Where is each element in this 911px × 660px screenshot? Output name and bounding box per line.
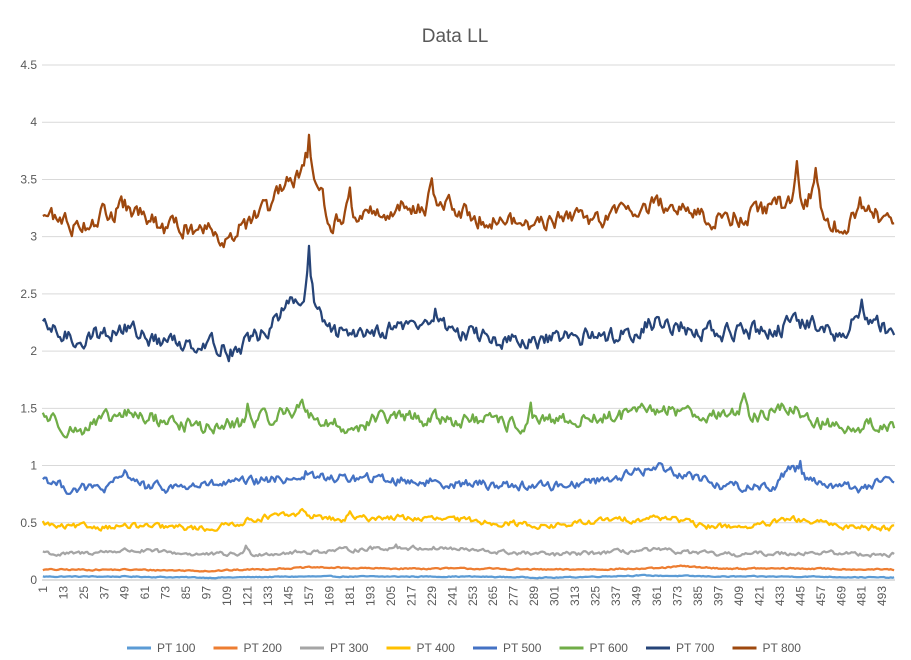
x-tick-label: 157 xyxy=(302,586,316,606)
x-tick-label: 337 xyxy=(609,586,623,606)
y-tick-label: 4 xyxy=(30,115,37,129)
x-tick-label: 385 xyxy=(691,586,705,606)
series-line-pt-100 xyxy=(42,573,895,580)
x-tick-label: 13 xyxy=(56,586,70,600)
legend-label: PT 800 xyxy=(763,641,802,655)
x-tick-label: 37 xyxy=(97,586,111,600)
y-tick-label: 0 xyxy=(30,573,37,587)
x-tick-label: 97 xyxy=(200,586,214,600)
series-line-pt-800 xyxy=(42,133,895,249)
x-tick-label: 169 xyxy=(322,586,336,606)
series-lines xyxy=(41,133,896,580)
series-line-pt-400 xyxy=(41,507,895,532)
x-tick-label: 469 xyxy=(834,586,848,606)
y-tick-label: 2.5 xyxy=(20,287,37,301)
series-line-pt-300 xyxy=(42,543,895,559)
x-tick-label: 373 xyxy=(670,586,684,606)
x-tick-label: 313 xyxy=(568,586,582,606)
x-tick-label: 301 xyxy=(548,586,562,606)
x-tick-label: 181 xyxy=(343,586,357,606)
legend-label: PT 700 xyxy=(676,641,715,655)
x-tick-label: 229 xyxy=(425,586,439,606)
x-tick-label: 133 xyxy=(261,586,275,606)
y-tick-label: 3 xyxy=(30,230,37,244)
x-tick-label: 49 xyxy=(118,586,132,600)
x-tick-label: 193 xyxy=(363,586,377,606)
x-tick-label: 241 xyxy=(445,586,459,606)
x-tick-label: 253 xyxy=(466,586,480,606)
series-line-pt-200 xyxy=(42,564,895,573)
chart-title: Data LL xyxy=(422,26,489,47)
legend-label: PT 400 xyxy=(417,641,456,655)
x-tick-label: 205 xyxy=(384,586,398,606)
x-tick-label: 397 xyxy=(711,586,725,606)
x-tick-label: 61 xyxy=(138,586,152,600)
x-axis-ticks: 1 13 25 37 49 61 73 85 97 109 121 133 145 157 169 181 19… xyxy=(36,586,889,606)
legend: PT 100 PT 200 PT 300 PT 400 PT 500 PT 600 PT 7… xyxy=(127,641,801,655)
x-tick-label: 493 xyxy=(875,586,889,606)
x-tick-label: 277 xyxy=(507,586,521,606)
x-tick-label: 421 xyxy=(752,586,766,606)
x-tick-label: 121 xyxy=(241,586,255,606)
x-tick-label: 325 xyxy=(589,586,603,606)
legend-label: PT 300 xyxy=(330,641,369,655)
y-axis-ticks: 0 0.5 1 1.5 2 2.5 3 3.5 4 4.5 xyxy=(20,58,37,587)
y-tick-label: 0.5 xyxy=(20,516,37,530)
x-tick-label: 1 xyxy=(36,586,50,593)
x-tick-label: 217 xyxy=(404,586,418,606)
y-tick-label: 2 xyxy=(30,344,37,358)
y-tick-label: 4.5 xyxy=(20,58,37,72)
legend-label: PT 100 xyxy=(157,641,196,655)
x-tick-label: 361 xyxy=(650,586,664,606)
x-tick-label: 85 xyxy=(179,586,193,600)
series-line-pt-500 xyxy=(42,459,895,496)
x-tick-label: 457 xyxy=(814,586,828,606)
series-line-pt-700 xyxy=(41,244,896,363)
x-tick-label: 289 xyxy=(527,586,541,606)
x-tick-label: 73 xyxy=(159,586,173,600)
x-tick-label: 349 xyxy=(630,586,644,606)
x-tick-label: 409 xyxy=(732,586,746,606)
series-line-pt-600 xyxy=(41,392,896,439)
y-tick-label: 3.5 xyxy=(20,172,37,186)
legend-label: PT 600 xyxy=(590,641,629,655)
legend-label: PT 500 xyxy=(503,641,542,655)
x-tick-label: 481 xyxy=(855,586,869,606)
x-tick-label: 445 xyxy=(793,586,807,606)
y-tick-label: 1 xyxy=(30,459,37,473)
legend-label: PT 200 xyxy=(244,641,283,655)
x-tick-label: 145 xyxy=(282,586,296,606)
y-tick-label: 1.5 xyxy=(20,401,37,415)
x-tick-label: 25 xyxy=(77,586,91,600)
x-tick-label: 265 xyxy=(486,586,500,606)
gridlines xyxy=(42,64,895,581)
x-tick-label: 433 xyxy=(773,586,787,606)
x-tick-label: 109 xyxy=(220,586,234,606)
